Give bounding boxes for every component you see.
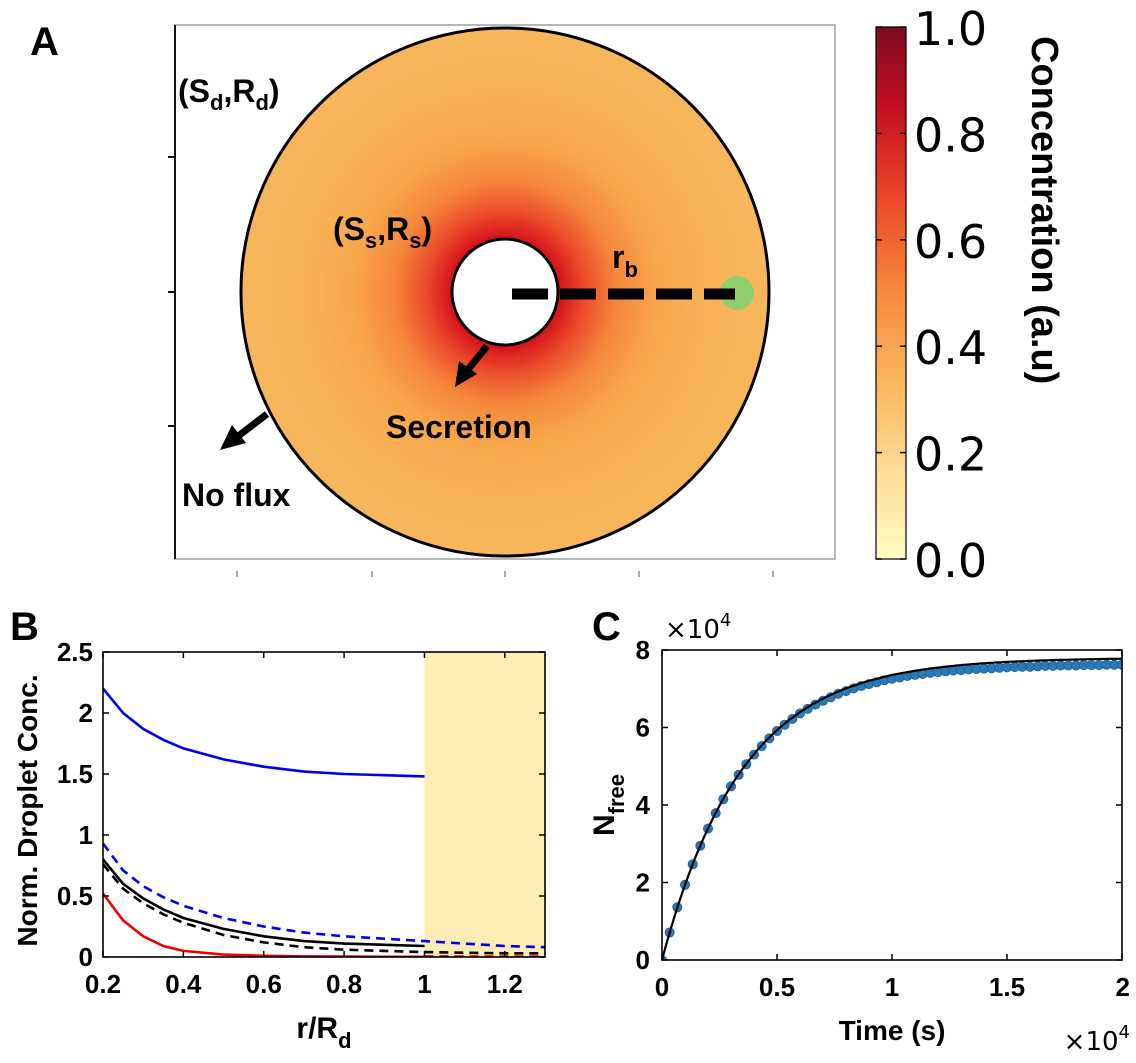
colorbar-tick-label: 0.4 [914, 321, 987, 375]
y-multiplier: ×104 [665, 610, 731, 645]
rb-label: rb [612, 239, 638, 282]
x-tick-label: 0.8 [326, 969, 362, 999]
x-tick-label: 1.2 [487, 969, 523, 999]
colorbar-tick-label: 0.2 [914, 428, 987, 482]
x-multiplier: ×104 [1064, 1022, 1130, 1057]
y-tick-label: 4 [636, 790, 651, 820]
no-flux-label: No flux [182, 477, 291, 513]
x-tick-label: 1 [885, 972, 899, 1002]
panel-b-axes-box [102, 651, 546, 958]
colorbar-tick-label: 0.8 [914, 108, 987, 162]
x-tick-label: 1.5 [989, 972, 1025, 1002]
x-tick-label: 0 [655, 972, 669, 1002]
y-axis-label: Norm. Droplet Conc. [12, 674, 43, 946]
y-tick-label: 6 [636, 713, 650, 743]
panel-b-plot: 0.2 0.4 0.6 0.8 1 1.2 0 0.5 1 1.5 2 2.5 r/Rd Norm. Dr… [12, 637, 546, 1053]
x-axis-label: r/Rd [296, 1012, 351, 1053]
source-label: (Ss,Rs) [333, 211, 432, 253]
x-tick-label: 0.2 [85, 969, 121, 999]
panel-c-letter: C [592, 605, 621, 649]
data-points [662, 659, 1122, 960]
series-line-2 [103, 842, 545, 949]
shaded-region [424, 652, 545, 957]
bacterium-marker [720, 276, 754, 310]
y-tick-label: 8 [636, 635, 650, 665]
data-point [1117, 659, 1122, 670]
y-tick-label: 2 [636, 868, 650, 898]
panel-a-letter: A [30, 20, 59, 64]
y-tick-label: 0.5 [57, 881, 93, 911]
fit-line [662, 657, 1122, 960]
series-line-1 [103, 687, 425, 778]
y-tick-label: 1 [79, 820, 93, 850]
secretion-label: Secretion [386, 409, 532, 445]
colorbar-tick-label: 0.0 [914, 534, 987, 588]
x-tick-label: 0.6 [246, 969, 282, 999]
y-tick-label: 1.5 [57, 759, 93, 789]
source-cell [450, 237, 560, 347]
series-line-3 [103, 858, 425, 948]
x-axis-label: Time (s) [839, 1015, 946, 1046]
secretion-arrow-icon [455, 343, 490, 387]
panel-b-letter: B [10, 605, 39, 649]
y-tick-label: 2.5 [57, 637, 93, 667]
colorbar-label: Concentration (a.u) [1023, 36, 1065, 384]
series-line-4 [103, 863, 545, 955]
droplet-label: (Sd,Rd) [178, 73, 280, 115]
no-flux-arrow-icon [220, 411, 270, 450]
y-tick-label: 0 [79, 942, 93, 972]
colorbar-tick-label: 0.6 [914, 215, 987, 269]
y-axis-label: Nfree [588, 774, 629, 836]
x-tick-label: 0.5 [759, 972, 795, 1002]
x-tick-label: 1 [417, 969, 431, 999]
x-tick-label: 0.4 [165, 969, 202, 999]
colorbar-tick-label: 1.0 [914, 2, 987, 56]
colorbar-ticks: 1.0 0.8 0.6 0.4 0.2 0.0 [876, 2, 987, 588]
y-tick-label: 0 [636, 945, 650, 975]
panel-c-plot: 0 0.5 1 1.5 2 0 2 4 6 8 ×104 ×104 Time (s) Nfree [588, 610, 1130, 1057]
panel-c-axes-box [661, 649, 1123, 961]
colorbar [875, 26, 907, 560]
y-tick-label: 2 [79, 698, 93, 728]
x-tick-label: 2 [1116, 972, 1130, 1002]
